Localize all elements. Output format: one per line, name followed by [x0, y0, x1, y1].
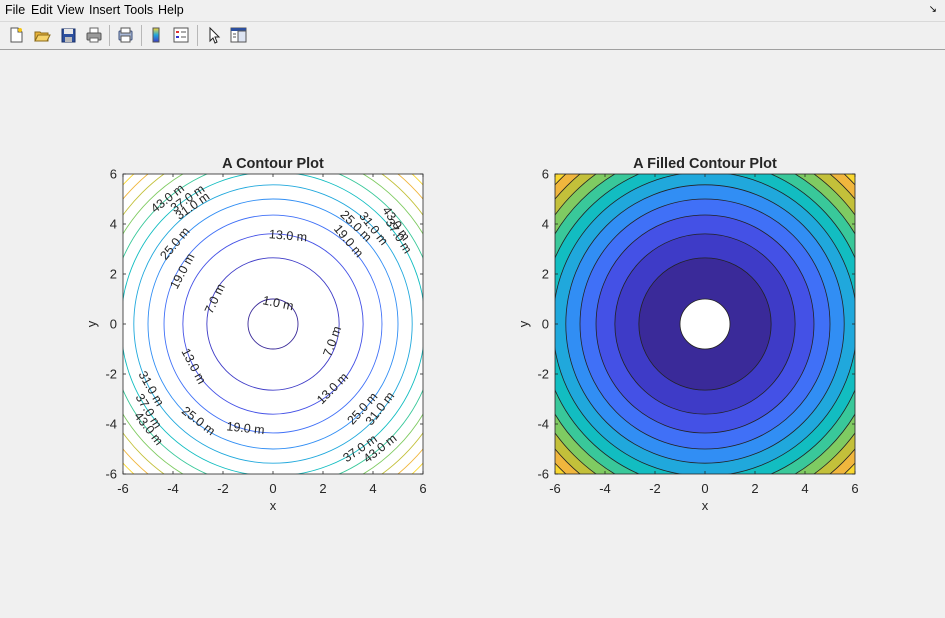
x-tick-label: 6: [851, 481, 858, 496]
toolbar-separator: [109, 25, 110, 46]
filled-contour-xlabel: x: [702, 498, 709, 513]
y-tick-label: -2: [537, 367, 549, 382]
x-tick-label: 6: [419, 481, 426, 496]
x-tick-label: 4: [369, 481, 376, 496]
y-tick-label: -6: [537, 467, 549, 482]
contour-axes: 1.0 m7.0 m7.0 m13.0 m13.0 m13.0 m19.0 m1…: [84, 156, 427, 513]
contour-plot-area: [123, 174, 423, 474]
menu-tools[interactable]: Tools: [124, 3, 154, 17]
open-file-icon[interactable]: [33, 26, 51, 44]
contour-ticks: -6 -4 -2 0 2 4 6 -6 -4 -2 0 2 4 6: [105, 167, 426, 497]
x-tick-label: -6: [549, 481, 561, 496]
contour-line: [147, 198, 399, 450]
contour-line: [133, 184, 413, 464]
x-tick-label: -2: [217, 481, 229, 496]
dock-arrow-icon[interactable]: ↘: [928, 4, 937, 15]
y-tick-label: 4: [542, 217, 549, 232]
y-tick-label: -4: [105, 417, 117, 432]
x-tick-label: -4: [167, 481, 179, 496]
filled-contour-axes: -6 -4 -2 0 2 4 6 -6 -4 -2 0 2 4 6 A Filled Contour Pl…: [516, 156, 859, 513]
figure-toolbar: [0, 21, 945, 50]
contour-level-label: 1.0 m: [261, 293, 294, 313]
x-tick-label: -4: [599, 481, 611, 496]
save-icon[interactable]: [59, 26, 77, 44]
menu-insert[interactable]: Insert: [89, 3, 121, 17]
contour-line: [206, 257, 340, 391]
x-tick-label: 2: [319, 481, 326, 496]
x-tick-label: 0: [269, 481, 276, 496]
colorbar-icon[interactable]: [147, 26, 165, 44]
menu-edit[interactable]: Edit: [31, 3, 53, 17]
contour-level-label: 19.0 m: [226, 419, 265, 437]
toolbar-separator: [141, 25, 142, 46]
print-icon[interactable]: [85, 26, 103, 44]
contour-lines: [123, 174, 423, 474]
x-tick-label: 0: [701, 481, 708, 496]
y-tick-label: 6: [542, 167, 549, 182]
legend-icon[interactable]: [172, 26, 190, 44]
menu-bar: File Edit View Insert Tools Help ↘: [0, 0, 945, 20]
y-tick-label: -4: [537, 417, 549, 432]
menu-view[interactable]: View: [57, 3, 84, 17]
contour-xlabel: x: [270, 498, 277, 513]
filled-contour-ylabel: y: [516, 320, 531, 327]
y-tick-label: 6: [110, 167, 117, 182]
filled-contour-regions: [555, 174, 855, 474]
x-tick-label: 2: [751, 481, 758, 496]
y-tick-label: 2: [542, 267, 549, 282]
new-figure-icon[interactable]: [7, 26, 25, 44]
menu-file[interactable]: File: [5, 3, 26, 17]
filled-contour-title: A Filled Contour Plot: [633, 156, 777, 172]
y-tick-label: 0: [110, 317, 117, 332]
toolbar-separator: [197, 25, 198, 46]
select-pointer-icon[interactable]: [205, 26, 223, 44]
print-preview-icon[interactable]: [116, 26, 134, 44]
figure-canvas: 1.0 m7.0 m7.0 m13.0 m13.0 m13.0 m19.0 m1…: [84, 156, 859, 513]
property-editor-icon[interactable]: [229, 26, 247, 44]
filled-contour-region: [679, 298, 731, 350]
filled-contour-ticks: -6 -4 -2 0 2 4 6 -6 -4 -2 0 2 4 6: [537, 167, 858, 497]
menu-help[interactable]: Help: [158, 3, 184, 17]
x-tick-label: -2: [649, 481, 661, 496]
y-tick-label: 2: [110, 267, 117, 282]
contour-ylabel: y: [84, 320, 99, 327]
y-tick-label: 4: [110, 217, 117, 232]
contour-level-label: 13.0 m: [268, 227, 307, 244]
contour-line: [247, 298, 299, 350]
x-tick-label: 4: [801, 481, 808, 496]
contour-line: [163, 214, 383, 434]
y-tick-label: -6: [105, 467, 117, 482]
y-tick-label: -2: [105, 367, 117, 382]
x-tick-label: -6: [117, 481, 129, 496]
contour-line: [182, 233, 364, 415]
contour-title: A Contour Plot: [222, 156, 324, 172]
y-tick-label: 0: [542, 317, 549, 332]
